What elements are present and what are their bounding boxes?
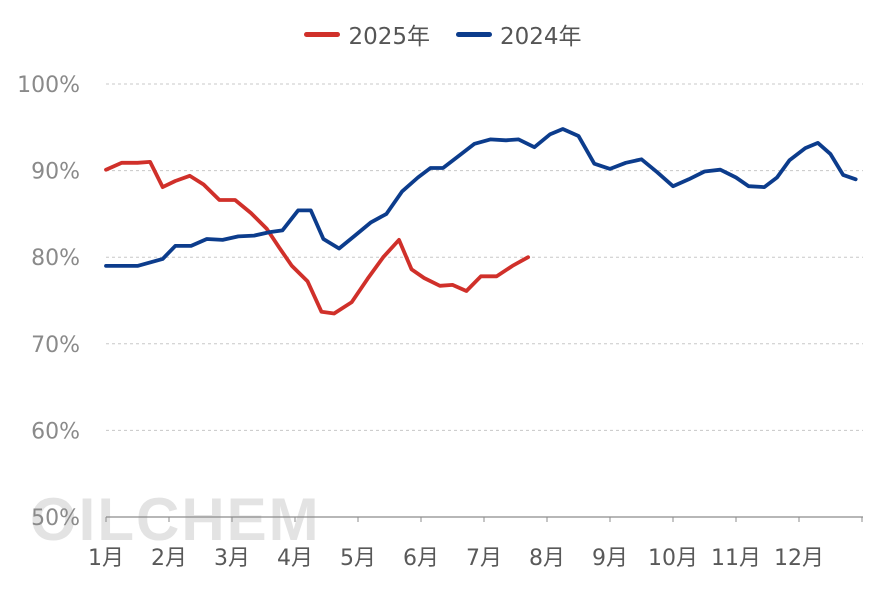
legend-label-2024: 2024年 — [500, 24, 582, 50]
series-line-2025 — [104, 160, 530, 316]
y-tick-label: 60% — [31, 419, 80, 444]
y-tick-label: 50% — [31, 506, 80, 531]
x-tick-label: 2月 — [151, 546, 187, 571]
x-tick-label: 1月 — [88, 546, 124, 571]
legend-label-2025: 2025年 — [348, 24, 430, 50]
series-lines — [104, 127, 858, 316]
series-line-2024 — [104, 127, 858, 268]
x-tick-label: 5月 — [340, 546, 376, 571]
x-tick-label: 4月 — [277, 546, 313, 571]
x-tick-label: 12月 — [774, 546, 824, 571]
x-tick-label: 11月 — [711, 546, 761, 571]
x-tick-label: 8月 — [529, 546, 565, 571]
x-tick-label: 6月 — [403, 546, 439, 571]
legend-swatch-2024 — [456, 31, 492, 37]
x-tick-label: 3月 — [214, 546, 250, 571]
x-axis: 1月 2月 3月 4月 5月 6月 7月 8月 9月 10月 11月 12月 — [88, 516, 863, 571]
legend-item-2024: 2024年 — [456, 17, 582, 51]
y-tick-label: 80% — [31, 246, 80, 271]
x-tick-label: 7月 — [466, 546, 502, 571]
legend-item-2025: 2025年 — [304, 17, 430, 51]
legend-swatch-2025 — [304, 31, 341, 37]
watermark-text: OILCHEM — [30, 486, 321, 553]
y-tick-label: 90% — [31, 160, 80, 185]
x-tick-label: 9月 — [592, 546, 628, 571]
x-tick-label: 10月 — [648, 546, 698, 571]
legend: 2025年 2024年 — [0, 18, 886, 50]
y-tick-label: 70% — [31, 333, 80, 358]
y-tick-label: 100% — [17, 73, 80, 98]
y-axis-tick-labels: 50% 60% 70% 80% 90% 100% — [17, 73, 80, 531]
grid-lines — [106, 83, 863, 431]
